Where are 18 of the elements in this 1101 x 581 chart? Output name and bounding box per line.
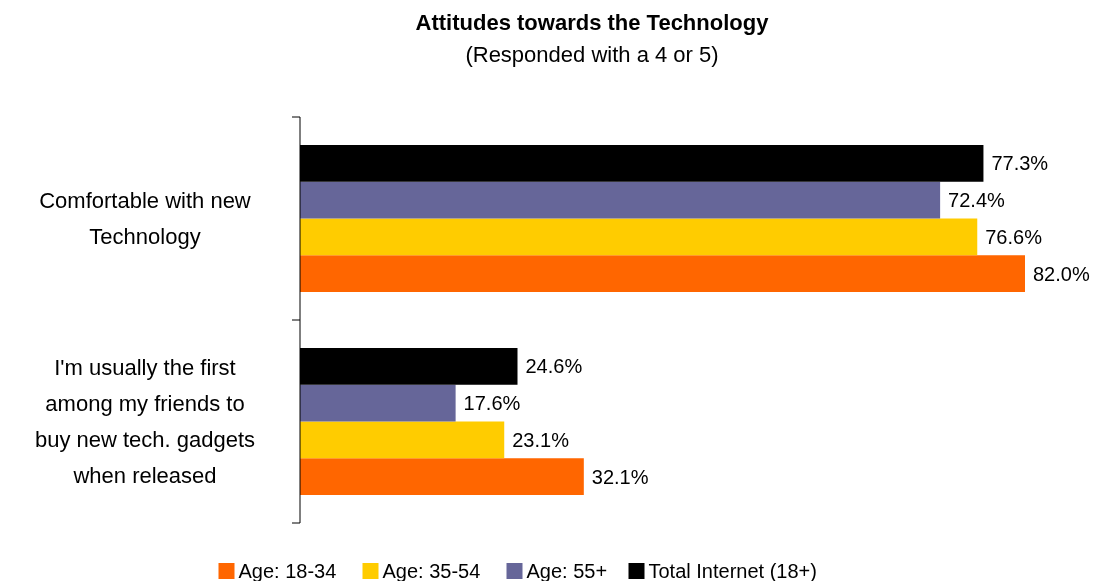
data-label: 32.1% <box>591 465 649 488</box>
data-label: 76.6% <box>985 225 1043 248</box>
data-label: 72.4% <box>948 189 1006 212</box>
chart-title: Attitudes towards the Technology <box>415 10 770 35</box>
data-label: 17.6% <box>463 392 521 415</box>
y-tick-label: I'm usually the first among my friends to buy new tech. gadgets when released <box>34 355 256 489</box>
data-label: 77.3% <box>991 152 1049 175</box>
bar <box>300 255 1025 292</box>
data-label: 23.1% <box>512 428 570 451</box>
bar <box>300 421 505 459</box>
y-tick-label: Comfortable with new Technology <box>39 188 251 250</box>
bar <box>300 458 584 495</box>
bar <box>300 384 456 422</box>
data-label: 82.0% <box>1033 262 1090 285</box>
data-label: 24.6% <box>525 355 583 378</box>
bar <box>300 218 978 256</box>
bar <box>300 181 941 219</box>
chart-subtitle: (Responded with a 4 or 5) <box>465 42 719 67</box>
